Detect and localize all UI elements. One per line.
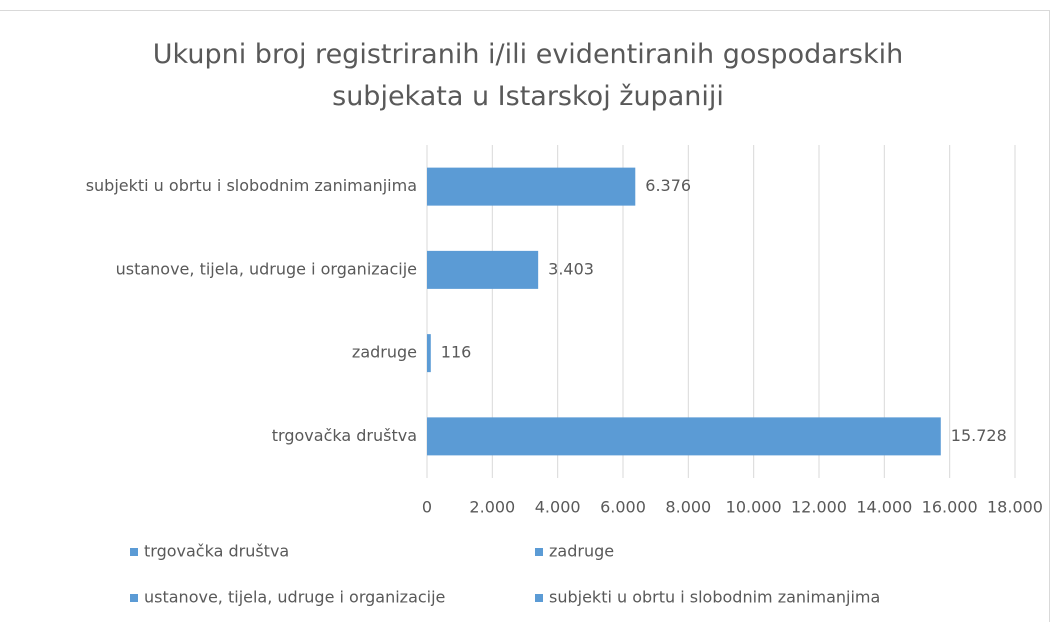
y-tick-label: subjekti u obrtu i slobodnim zanimanjima: [86, 176, 417, 195]
x-tick-label: 18.000: [987, 498, 1043, 517]
x-tick-label: 8.000: [665, 498, 711, 517]
legend-swatch: [535, 594, 543, 602]
y-tick-label: zadruge: [352, 343, 417, 362]
x-tick-label: 10.000: [726, 498, 782, 517]
x-tick-label: 6.000: [600, 498, 646, 517]
legend-label: ustanove, tijela, udruge i organizacije: [144, 588, 445, 607]
chart-border: [0, 10, 1050, 622]
data-label: 15.728: [951, 426, 1007, 445]
legend-swatch: [130, 594, 138, 602]
x-tick-label: 14.000: [856, 498, 912, 517]
data-label: 3.403: [548, 259, 594, 278]
x-tick-label: 0: [422, 498, 432, 517]
bar: [427, 334, 431, 373]
x-tick-label: 12.000: [791, 498, 847, 517]
data-label: 6.376: [645, 176, 691, 195]
chart-title: Ukupni broj registriranih i/ili evidenti…: [152, 39, 904, 112]
legend-swatch: [130, 548, 138, 556]
bar: [427, 250, 539, 289]
legend-label: trgovačka društva: [144, 542, 289, 561]
bar: [427, 417, 941, 456]
x-tick-label: 2.000: [469, 498, 515, 517]
x-tick-label: 16.000: [922, 498, 978, 517]
legend-label: zadruge: [549, 542, 614, 561]
y-tick-label: trgovačka društva: [272, 426, 417, 445]
y-tick-label: ustanove, tijela, udruge i organizacije: [116, 259, 417, 278]
data-label: 116: [441, 343, 472, 362]
legend-swatch: [535, 548, 543, 556]
x-tick-label: 4.000: [535, 498, 581, 517]
bar: [427, 167, 636, 206]
legend-label: subjekti u obrtu i slobodnim zanimanjima: [549, 588, 880, 607]
